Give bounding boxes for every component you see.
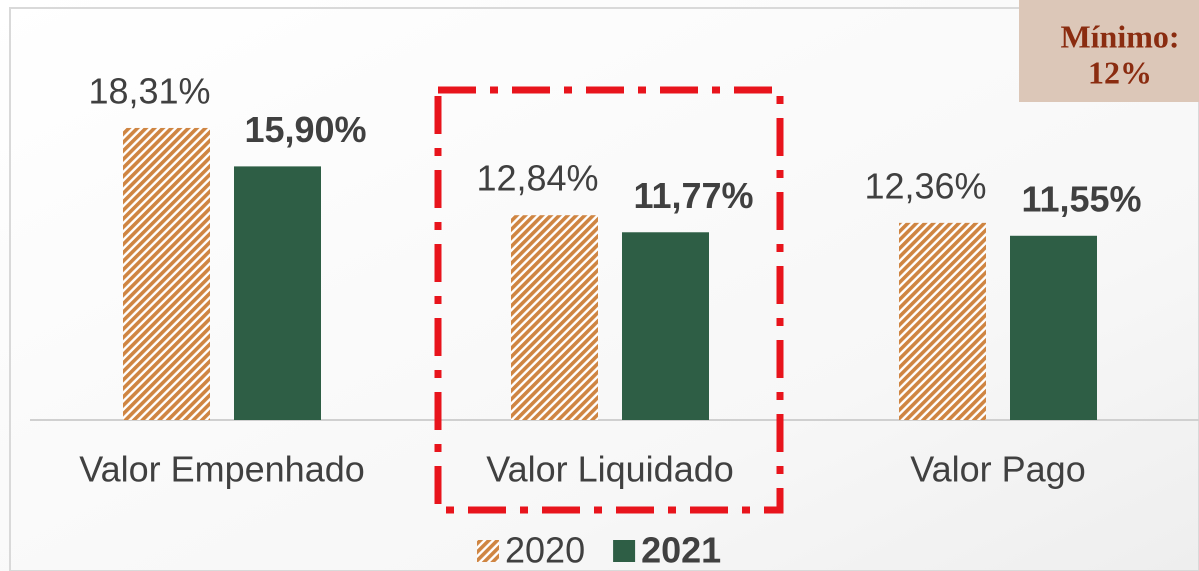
bar [234,166,321,420]
bar [899,222,986,420]
legend-label: 2020 [505,530,585,571]
annotation-box [1019,0,1199,102]
bar [1010,235,1097,420]
bar [511,215,598,420]
frame [9,7,1199,571]
x-tick-label: Valor Empenhado [79,449,365,490]
highlight-box [434,86,784,514]
data-label: 18,31% [88,70,210,111]
bar [123,127,210,420]
data-label: 11,77% [633,175,753,216]
bar [622,232,709,420]
data-label: 15,90% [244,109,366,150]
data-label: 12,36% [864,165,986,206]
data-label: 12,84% [476,158,598,199]
x-tick-label: Valor Pago [910,449,1085,490]
legend-label: 2021 [641,530,721,571]
annotation: Mínimo: [1060,18,1179,54]
annotation: 12% [1088,54,1152,90]
x-tick-label: Valor Liquidado [486,449,734,490]
data-label: 11,55% [1021,178,1141,219]
legend-swatch [613,540,636,562]
legend-swatch [477,540,499,562]
